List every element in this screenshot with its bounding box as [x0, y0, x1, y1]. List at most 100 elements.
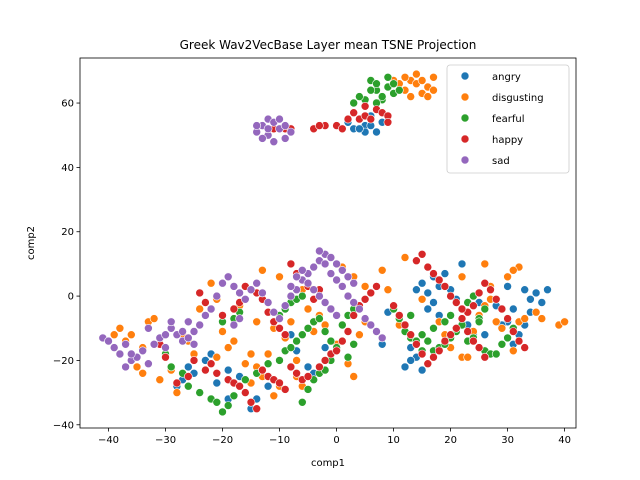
point-sad-12 [252, 121, 262, 130]
point-sad-87 [161, 330, 170, 340]
point-happy-54 [201, 298, 210, 307]
chart-title: Greek Wav2VecBase Layer mean TSNE Projec… [180, 38, 477, 52]
point-sad-76 [315, 291, 324, 301]
y-tick-label-4: 40 [61, 163, 74, 174]
point-fearful-37 [315, 314, 324, 323]
point-happy-79 [434, 346, 444, 356]
point-disgusting-27 [229, 336, 239, 346]
point-fearful-29 [263, 359, 273, 369]
x-tick-label-6: 20 [444, 435, 457, 446]
legend-marker-angry [460, 71, 470, 81]
point-sad-18 [121, 339, 130, 349]
point-fearful-30 [275, 356, 284, 365]
point-sad-35 [218, 278, 227, 288]
point-fearful-7 [383, 73, 393, 82]
point-happy-94 [520, 343, 530, 352]
point-happy-64 [280, 330, 290, 340]
point-fearful-79 [497, 339, 507, 349]
point-happy-22 [189, 356, 199, 365]
point-happy-103 [457, 304, 467, 314]
point-fearful-44 [303, 385, 313, 394]
point-angry-10 [412, 285, 421, 295]
point-angry-62 [320, 343, 330, 352]
point-happy-93 [514, 336, 524, 346]
point-fearful-51 [349, 339, 359, 349]
point-angry-55 [263, 381, 273, 391]
point-sad-10 [275, 114, 284, 124]
point-sad-71 [286, 282, 296, 291]
point-angry-19 [423, 304, 433, 314]
point-sad-83 [178, 327, 187, 336]
point-happy-37 [286, 362, 296, 372]
point-happy-35 [275, 378, 284, 388]
point-sad-79 [332, 311, 341, 320]
x-tick-label-3: −10 [269, 435, 290, 446]
point-happy-44 [332, 346, 341, 356]
x-axis: −40 −30 −20 −10 0 10 20 30 40 [98, 428, 571, 446]
point-disgusting-75 [497, 323, 507, 333]
point-disgusting-91 [149, 314, 159, 323]
point-disgusting-46 [252, 317, 262, 327]
legend: angry disgusting fearful happy sad [446, 64, 570, 174]
point-fearful-66 [423, 336, 433, 346]
point-fearful-56 [297, 291, 307, 301]
point-happy-92 [508, 327, 518, 336]
point-fearful-14 [394, 85, 404, 95]
point-happy-74 [406, 330, 416, 340]
y-tick-label-2: 0 [68, 292, 74, 303]
point-disgusting-81 [508, 265, 518, 275]
point-happy-47 [349, 311, 359, 320]
point-angry-30 [526, 294, 535, 304]
point-disgusting-62 [400, 253, 410, 262]
x-axis-label: comp1 [311, 458, 345, 469]
point-angry-50 [223, 365, 233, 375]
point-disgusting-84 [480, 259, 490, 269]
point-sad-33 [206, 304, 216, 314]
point-disgusting-36 [292, 356, 301, 365]
point-disgusting-50 [286, 317, 296, 327]
point-happy-46 [343, 327, 353, 336]
point-sad-41 [252, 278, 262, 288]
point-fearful-8 [366, 85, 376, 95]
point-disgusting-28 [223, 343, 233, 352]
point-sad-89 [189, 339, 199, 349]
y-tick-label-5: 60 [61, 99, 74, 110]
point-sad-7 [269, 137, 279, 146]
point-fearful-16 [166, 362, 176, 372]
point-happy-73 [400, 320, 410, 330]
point-fearful-23 [223, 401, 233, 410]
point-happy-15 [360, 102, 370, 111]
point-angry-11 [417, 278, 427, 288]
point-sad-45 [275, 314, 284, 323]
point-fearful-38 [320, 327, 330, 336]
point-angry-22 [400, 362, 410, 372]
point-fearful-22 [218, 407, 227, 417]
point-fearful-41 [337, 320, 347, 330]
point-disgusting-58 [349, 372, 359, 381]
point-happy-76 [417, 349, 427, 359]
point-disgusting-18 [127, 330, 136, 340]
point-disgusting-43 [206, 278, 216, 288]
point-sad-13 [263, 124, 273, 134]
point-sad-37 [229, 282, 239, 291]
x-tick-label-7: 30 [501, 435, 514, 446]
point-happy-101 [446, 291, 455, 301]
point-angry-25 [457, 259, 467, 269]
point-angry-31 [531, 288, 541, 298]
point-disgusting-10 [417, 76, 427, 85]
legend-label-angry: angry [492, 72, 521, 83]
point-angry-42 [508, 304, 518, 314]
point-disgusting-11 [429, 85, 438, 95]
point-happy-24 [206, 359, 216, 369]
point-angry-12 [423, 288, 433, 298]
point-disgusting-87 [537, 314, 547, 323]
point-sad-42 [258, 288, 267, 298]
point-sad-60 [320, 259, 330, 269]
point-disgusting-33 [263, 349, 273, 359]
point-sad-16 [109, 343, 119, 352]
point-sad-32 [201, 311, 210, 320]
point-happy-38 [292, 368, 301, 378]
point-sad-73 [297, 265, 307, 275]
point-sad-69 [372, 327, 381, 336]
